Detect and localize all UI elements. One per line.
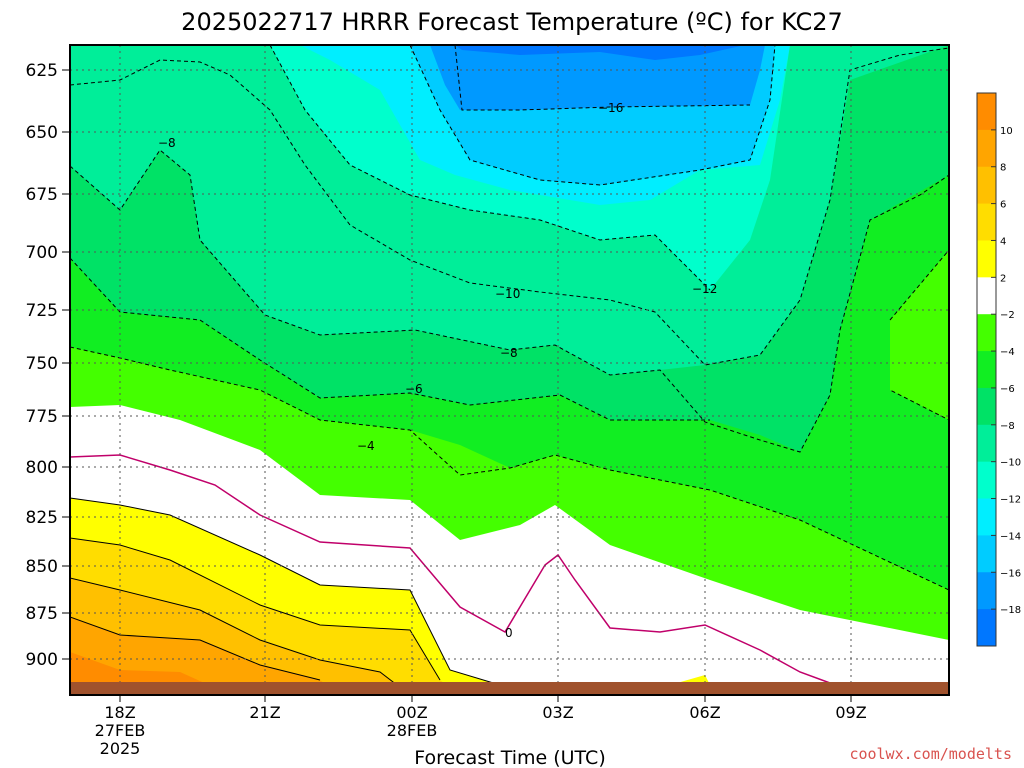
- colorbar-tick-label: 8: [1000, 163, 1006, 174]
- x-tick-labels: 18Z 27FEB 2025 21Z 00Z 28FEB 03Z 06Z 09Z: [95, 703, 867, 758]
- colorbar-tick-label: −2: [1000, 310, 1015, 321]
- x-axis-label: Forecast Time (UTC): [414, 747, 605, 768]
- x-tick-label: 21Z: [249, 703, 280, 722]
- colorbar-swatch: [977, 129, 996, 168]
- colorbar-swatch: [977, 240, 996, 278]
- contour-label: 0: [505, 626, 513, 640]
- contour-label: −8: [158, 136, 176, 150]
- colorbar-swatch: [977, 314, 996, 352]
- colorbar-swatch: [977, 203, 996, 241]
- colorbar-swatch: [977, 498, 996, 536]
- colorbar-tick-label: −18: [1000, 605, 1021, 616]
- x-tick-label: 06Z: [689, 703, 720, 722]
- grid-lines: [70, 45, 949, 682]
- credit-text: coolwx.com/modelts: [849, 745, 1012, 763]
- contour-label: −16: [598, 101, 623, 115]
- y-tick-label: 725: [26, 301, 58, 321]
- contour-labels: −8 −16 −10 −12 −8 −6 −4 0: [158, 101, 717, 640]
- x-tick-label: 03Z: [542, 703, 573, 722]
- x-tick-date: 27FEB: [95, 721, 146, 740]
- colorbar-tick-label: −8: [1000, 421, 1015, 432]
- y-tick-label: 775: [26, 407, 58, 427]
- colorbar-tick-label: 6: [1000, 200, 1006, 211]
- x-tick-label: 18Z: [104, 703, 135, 722]
- colorbar-tick-label: −14: [1000, 531, 1021, 542]
- colorbar-swatch: [977, 535, 996, 573]
- colorbar-tick-label: 10: [1000, 126, 1013, 137]
- x-tick-date: 28FEB: [387, 721, 438, 740]
- contour-label: −6: [405, 382, 423, 396]
- contour-label: −10: [495, 287, 520, 301]
- x-tick-label: 00Z: [396, 703, 427, 722]
- colorbar-swatch: [977, 572, 996, 610]
- ground-strip: [70, 682, 949, 695]
- x-tick-marks: [119, 695, 852, 702]
- colorbar-swatch: [977, 277, 996, 315]
- colorbar-swatch: [977, 609, 996, 647]
- colorbar-tick-label: −10: [1000, 458, 1021, 469]
- band-minus-20: [455, 45, 745, 60]
- plot-frame: [69, 44, 950, 696]
- contour-label: −8: [500, 346, 518, 360]
- y-tick-marks: [62, 69, 70, 660]
- zero-isotherm: [70, 454, 831, 684]
- contour-label: −4: [357, 439, 375, 453]
- colorbar-tick-label: 4: [1000, 236, 1006, 247]
- colorbar: 10 8 6 4 2 −2 −4 −6 −8 −10 −12 −14 −16 −18: [976, 92, 1021, 647]
- y-tick-label: 825: [26, 508, 58, 528]
- y-tick-label: 750: [26, 354, 58, 374]
- y-tick-label: 900: [26, 650, 58, 670]
- temperature-fill: [70, 45, 949, 695]
- chart-title: 2025022717 HRRR Forecast Temperature (ºC…: [181, 8, 843, 36]
- colorbar-tick-label: −16: [1000, 568, 1021, 579]
- colorbar-swatch: [977, 166, 996, 205]
- x-tick-year: 2025: [100, 739, 141, 758]
- y-tick-label: 700: [26, 243, 58, 263]
- y-tick-labels: 625 650 675 700 725 750 775 800 825 850 …: [26, 61, 58, 670]
- y-tick-label: 800: [26, 458, 58, 478]
- colorbar-swatch: [977, 387, 996, 426]
- colorbar-swatch: [977, 351, 996, 389]
- y-tick-label: 850: [26, 557, 58, 577]
- band-minus-18: [430, 45, 765, 110]
- positive-isotherms: [70, 497, 501, 695]
- colorbar-swatch: [977, 461, 996, 500]
- colorbar-tick-label: −12: [1000, 495, 1021, 506]
- y-tick-label: 875: [26, 604, 58, 624]
- colorbar-swatch: [977, 93, 996, 131]
- y-tick-label: 650: [26, 123, 58, 143]
- colorbar-tick-label: −4: [1000, 347, 1015, 358]
- negative-isotherms: [70, 45, 949, 591]
- contour-label: −12: [692, 282, 717, 296]
- colorbar-tick-label: −6: [1000, 384, 1015, 395]
- y-tick-label: 675: [26, 185, 58, 205]
- colorbar-tick-label: 2: [1000, 273, 1006, 284]
- x-tick-label: 09Z: [835, 703, 866, 722]
- colorbar-frame: [976, 92, 997, 647]
- colorbar-swatch: [977, 424, 996, 463]
- y-tick-label: 625: [26, 61, 58, 81]
